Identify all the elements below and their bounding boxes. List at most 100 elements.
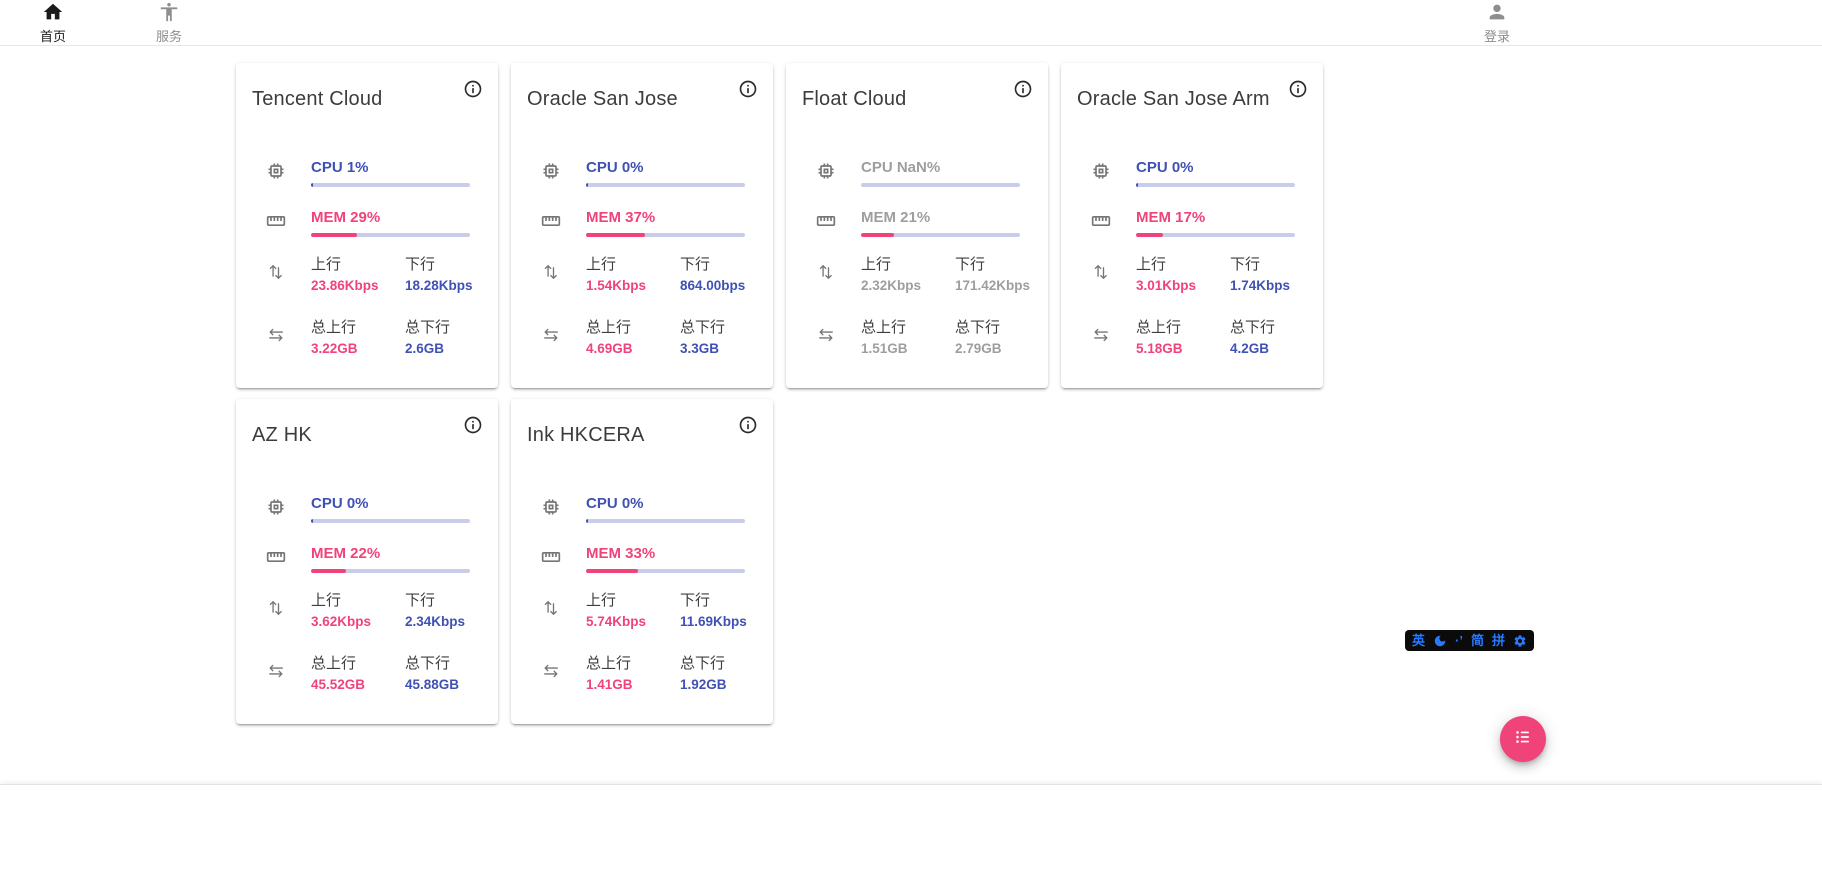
- upload-speed-value: 1.54Kbps: [586, 278, 647, 293]
- home-icon: [42, 1, 64, 28]
- download-speed-value: 171.42Kbps: [955, 278, 1031, 293]
- half-moon-icon[interactable]: [1433, 634, 1447, 648]
- total-upload-value: 1.51GB: [861, 341, 908, 356]
- download-label: 下行: [1230, 256, 1261, 273]
- memory-ruler-icon: [266, 547, 286, 572]
- swap-vertical-arrows-icon: [1091, 262, 1111, 287]
- ime-language-toggle[interactable]: 英: [1412, 633, 1426, 648]
- total-download-value: 2.6GB: [405, 341, 445, 356]
- mem-usage-label: MEM 21%: [861, 209, 931, 226]
- swap-horizontal-arrows-icon: [1091, 325, 1111, 350]
- cpu-chip-icon: [266, 161, 286, 186]
- settings-gear-icon[interactable]: [1513, 634, 1527, 648]
- info-icon[interactable]: [1013, 79, 1033, 99]
- cpu-chip-icon: [1091, 161, 1111, 186]
- nav-login-label: 登录: [1483, 29, 1510, 44]
- swap-vertical-arrows-icon: [541, 262, 561, 287]
- info-icon[interactable]: [738, 415, 758, 435]
- cpu-chip-icon: [266, 497, 286, 522]
- download-label: 下行: [680, 592, 711, 609]
- info-icon[interactable]: [738, 79, 758, 99]
- server-name: Oracle San Jose: [527, 88, 678, 110]
- mem-usage-label: MEM 29%: [311, 209, 381, 226]
- cpu-chip-icon: [541, 497, 561, 522]
- info-icon[interactable]: [463, 79, 483, 99]
- nav-item-services[interactable]: 服务: [140, 1, 198, 44]
- upload-speed-value: 5.74Kbps: [586, 614, 647, 629]
- list-menu-icon: [1512, 726, 1534, 753]
- top-nav: 首页 服务 登录: [0, 0, 1822, 46]
- total-upload-label: 总上行: [586, 655, 632, 672]
- upload-label: 上行: [311, 256, 342, 273]
- cpu-usage-label: CPU 0%: [586, 495, 644, 512]
- nav-home-label: 首页: [39, 29, 66, 44]
- total-download-label: 总下行: [405, 319, 451, 336]
- upload-label: 上行: [1136, 256, 1167, 273]
- server-card: Float Cloud CPU NaN% MEM 21%: [786, 63, 1048, 388]
- server-name: AZ HK: [252, 424, 312, 446]
- mem-progress-bar: [586, 233, 745, 237]
- memory-ruler-icon: [541, 211, 561, 236]
- card-grid: Tencent Cloud CPU 1% MEM 29%: [236, 63, 1323, 724]
- cpu-progress-bar: [586, 183, 745, 187]
- swap-horizontal-arrows-icon: [266, 325, 286, 350]
- download-speed-value: 11.69Kbps: [680, 614, 747, 629]
- total-upload-value: 4.69GB: [586, 341, 633, 356]
- upload-label: 上行: [861, 256, 892, 273]
- ime-punctuation-toggle[interactable]: ·’: [1455, 633, 1463, 648]
- upload-speed-value: 23.86Kbps: [311, 278, 379, 293]
- info-icon[interactable]: [1288, 79, 1308, 99]
- ime-pinyin-toggle[interactable]: 拼: [1491, 633, 1505, 648]
- download-label: 下行: [405, 592, 436, 609]
- accessibility-icon: [158, 1, 180, 28]
- server-name: Tencent Cloud: [252, 88, 383, 110]
- swap-vertical-arrows-icon: [816, 262, 836, 287]
- cpu-usage-label: CPU 0%: [311, 495, 369, 512]
- mem-usage-label: MEM 22%: [311, 545, 381, 562]
- mem-progress-bar: [1136, 233, 1295, 237]
- nav-item-login[interactable]: 登录: [1468, 1, 1526, 44]
- ime-simplified-toggle[interactable]: 简: [1470, 633, 1484, 648]
- memory-ruler-icon: [1091, 211, 1111, 236]
- total-download-value: 3.3GB: [680, 341, 720, 356]
- swap-vertical-arrows-icon: [266, 262, 286, 287]
- upload-speed-value: 3.01Kbps: [1136, 278, 1197, 293]
- total-download-label: 总下行: [680, 319, 726, 336]
- cpu-progress-bar: [861, 183, 1020, 187]
- memory-ruler-icon: [266, 211, 286, 236]
- swap-vertical-arrows-icon: [541, 598, 561, 623]
- total-upload-label: 总上行: [311, 655, 357, 672]
- server-card: Oracle San Jose CPU 0% MEM 37%: [511, 63, 773, 388]
- download-speed-value: 2.34Kbps: [405, 614, 466, 629]
- cpu-usage-label: CPU 0%: [1136, 159, 1194, 176]
- cpu-progress-bar: [311, 519, 470, 523]
- server-name: Float Cloud: [802, 88, 907, 110]
- cpu-usage-label: CPU 1%: [311, 159, 369, 176]
- download-speed-value: 864.00bps: [680, 278, 746, 293]
- mem-progress-bar: [311, 569, 470, 573]
- swap-horizontal-arrows-icon: [541, 325, 561, 350]
- swap-horizontal-arrows-icon: [266, 661, 286, 686]
- mem-progress-bar: [311, 233, 470, 237]
- cpu-usage-label: CPU 0%: [586, 159, 644, 176]
- total-download-value: 1.92GB: [680, 677, 727, 692]
- swap-vertical-arrows-icon: [266, 598, 286, 623]
- total-download-label: 总下行: [405, 655, 451, 672]
- total-upload-value: 5.18GB: [1136, 341, 1183, 356]
- total-upload-label: 总上行: [586, 319, 632, 336]
- mem-usage-label: MEM 37%: [586, 209, 656, 226]
- server-list-fab[interactable]: [1500, 716, 1546, 762]
- upload-label: 上行: [586, 592, 617, 609]
- total-download-value: 2.79GB: [955, 341, 1002, 356]
- total-download-value: 45.88GB: [405, 677, 460, 692]
- cpu-chip-icon: [816, 161, 836, 186]
- upload-label: 上行: [586, 256, 617, 273]
- total-upload-label: 总上行: [1136, 319, 1182, 336]
- swap-horizontal-arrows-icon: [816, 325, 836, 350]
- download-speed-value: 18.28Kbps: [405, 278, 473, 293]
- nav-item-home[interactable]: 首页: [24, 1, 82, 44]
- footer: [0, 784, 1822, 893]
- info-icon[interactable]: [463, 415, 483, 435]
- cpu-progress-bar: [1136, 183, 1295, 187]
- cpu-chip-icon: [541, 161, 561, 186]
